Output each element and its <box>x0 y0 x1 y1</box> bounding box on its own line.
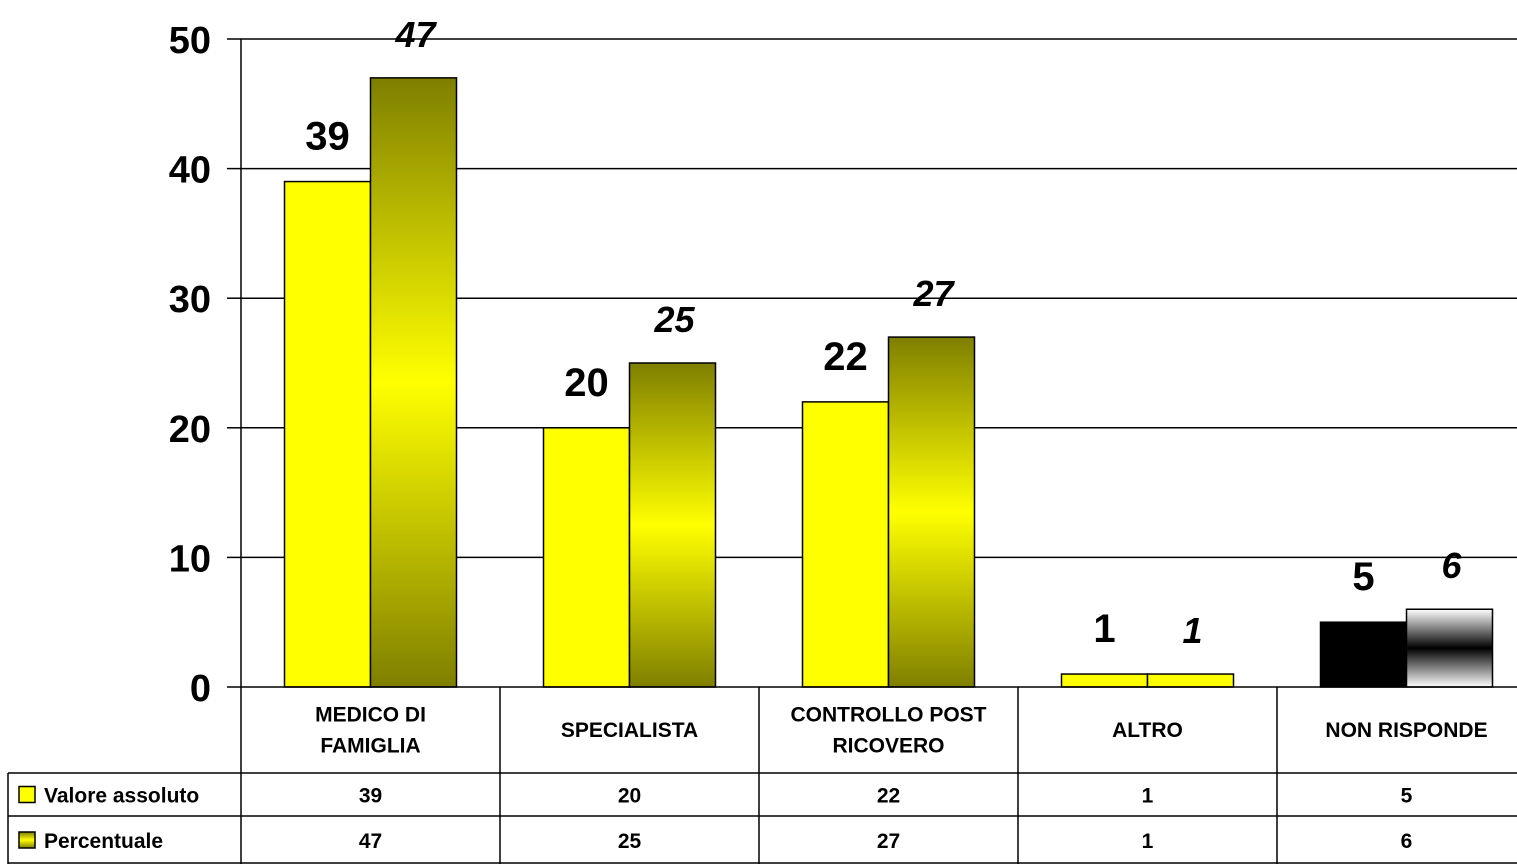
table-cell: 39 <box>359 785 382 808</box>
bar-percentuale <box>369 77 458 688</box>
bar-percentuale <box>887 336 976 688</box>
table-cell: 27 <box>877 830 900 853</box>
bar-valore-assoluto <box>801 401 890 688</box>
y-axis: 0 10 20 30 40 50 <box>169 20 242 710</box>
bars <box>283 77 1494 688</box>
bar-percentuale <box>1405 608 1494 688</box>
bar-valore-assoluto <box>542 427 631 688</box>
category-label: FAMIGLIA <box>320 735 420 758</box>
y-tick-label: 20 <box>169 409 211 451</box>
y-tick-label: 0 <box>190 668 211 710</box>
bar-percentuale <box>628 362 717 688</box>
table-cell: 5 <box>1401 785 1413 808</box>
category-label: NON RISPONDE <box>1325 719 1487 742</box>
data-label-percentuale: 47 <box>394 14 437 55</box>
data-label-valore-assoluto: 5 <box>1352 555 1374 599</box>
legend-label: Percentuale <box>44 830 163 853</box>
legend-label: Valore assoluto <box>44 785 199 808</box>
bar-percentuale <box>1146 673 1235 688</box>
data-label-valore-assoluto: 22 <box>823 335 868 379</box>
bar-valore-assoluto <box>283 180 372 688</box>
data-label-percentuale: 25 <box>653 299 695 340</box>
table-cell: 20 <box>618 785 641 808</box>
data-table: MEDICO DI FAMIGLIA SPECIALISTA CONTROLLO PO… <box>7 686 1517 864</box>
category-label: CONTROLLO POST <box>791 704 987 727</box>
table-cell: 22 <box>877 785 900 808</box>
data-label-valore-assoluto: 20 <box>564 361 609 405</box>
y-tick-label: 40 <box>169 150 211 192</box>
data-label-percentuale: 1 <box>1182 610 1202 651</box>
data-label-percentuale: 6 <box>1441 545 1462 586</box>
y-tick-label: 50 <box>169 20 211 62</box>
table-cell: 6 <box>1401 830 1413 853</box>
category-label: SPECIALISTA <box>561 719 698 742</box>
legend-key <box>18 831 36 849</box>
category-label: MEDICO DI <box>315 704 426 727</box>
table-cell: 1 <box>1142 785 1154 808</box>
data-labels: 39 47 20 25 22 27 1 1 5 6 <box>305 14 1462 651</box>
table-cell: 25 <box>618 830 642 853</box>
data-label-percentuale: 27 <box>912 273 955 314</box>
y-tick-label: 30 <box>169 279 211 321</box>
bar-valore-assoluto <box>1060 673 1149 688</box>
category-label: RICOVERO <box>832 735 944 758</box>
data-label-valore-assoluto: 39 <box>305 115 350 159</box>
data-label-valore-assoluto: 1 <box>1093 607 1115 651</box>
legend-key <box>18 785 36 804</box>
table-cell: 47 <box>359 830 382 853</box>
bar-valore-assoluto <box>1319 621 1408 688</box>
category-label: ALTRO <box>1112 719 1183 742</box>
y-tick-label: 10 <box>169 538 211 580</box>
table-cell: 1 <box>1142 830 1154 853</box>
